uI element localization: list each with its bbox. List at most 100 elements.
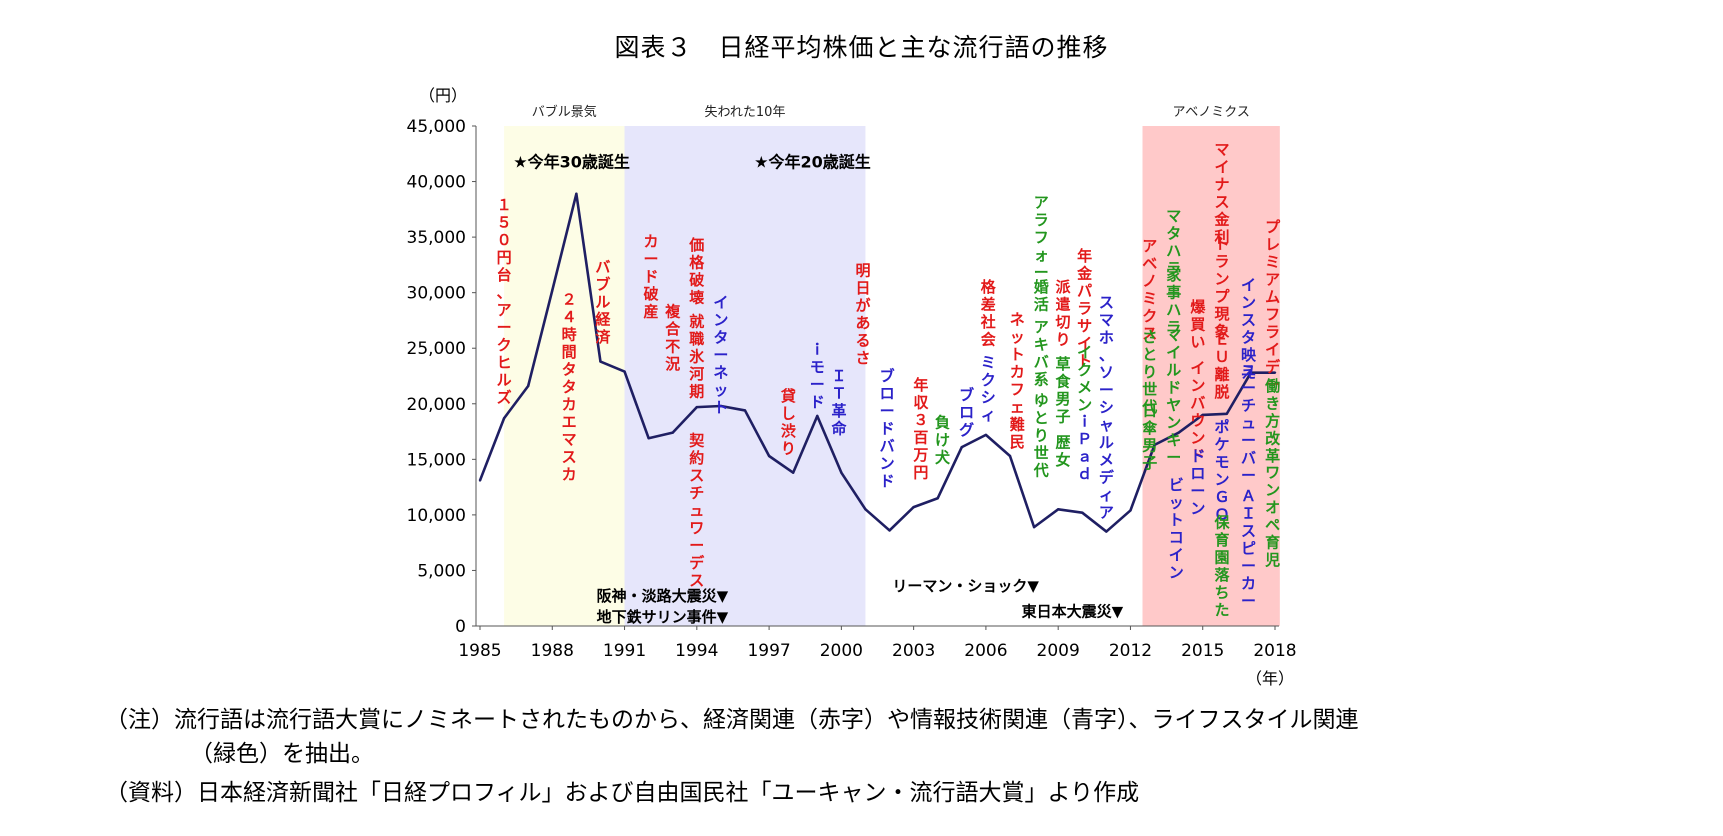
- buzzword-label: アベノミクス: [1142, 237, 1157, 343]
- buzzword-label: 働き方改革: [1264, 377, 1281, 465]
- y-tick-label: 40,000: [407, 173, 466, 193]
- data-point: [719, 404, 723, 408]
- x-tick-label: 1994: [675, 641, 718, 661]
- data-point: [526, 384, 530, 388]
- data-point: [647, 437, 650, 440]
- x-tick-label: 2012: [1109, 641, 1152, 661]
- buzzword-label: 年収３百万円: [912, 376, 929, 482]
- x-tick-label: 1988: [531, 641, 574, 661]
- star-label: ★今年20歳誕生: [754, 153, 871, 172]
- x-tick-label: 2015: [1181, 641, 1224, 661]
- buzzword-label: 年金パラサイト: [1076, 247, 1093, 370]
- buzzword-label: アキバ系: [1034, 318, 1049, 389]
- note-line-2: （緑色）を抽出。: [190, 741, 374, 767]
- x-tick-label: 2009: [1037, 641, 1080, 661]
- data-point: [623, 370, 626, 373]
- buzzword-label: 派遣切り: [1055, 278, 1071, 349]
- buzzword-label: 負け犬: [935, 414, 951, 467]
- y-tick-label: 10,000: [407, 506, 466, 526]
- buzzword-label: 婚活: [1034, 278, 1049, 314]
- buzzword-label: イクメン: [1077, 344, 1092, 415]
- y-tick-label: 25,000: [407, 339, 466, 359]
- note-line-1: （注）流行語は流行語大賞にノミネートされたものから、経済関連（赤字）や情報技術関…: [105, 707, 1359, 733]
- data-point: [816, 414, 819, 418]
- event-label: リーマン・ショック▼: [892, 577, 1039, 595]
- data-point: [767, 454, 771, 458]
- buzzword-label: スマホ、ソーシャルメディア: [1099, 294, 1115, 522]
- data-point: [1056, 508, 1060, 511]
- buzzword-label: 複合不況: [664, 303, 681, 374]
- y-unit-label: （円）: [419, 86, 467, 105]
- event-label: 東日本大震災▼: [1022, 602, 1124, 620]
- buzzword-label: ワンオペ育児: [1264, 464, 1280, 569]
- buzzword-label: インスタ映え: [1241, 276, 1257, 382]
- buzzword-label: ゆとり世代: [1033, 391, 1049, 479]
- data-point: [695, 405, 699, 409]
- y-tick-label: 5,000: [417, 561, 466, 581]
- buzzword-label: ドローン: [1190, 447, 1205, 518]
- data-point: [1105, 530, 1108, 533]
- data-point: [743, 409, 747, 412]
- buzzword-label: 明日があるさ: [856, 261, 872, 367]
- buzzword-label: アラフォー: [1034, 194, 1049, 282]
- band-2: [624, 126, 866, 626]
- buzzword-label: 貸し渋り: [781, 387, 796, 458]
- y-tick-label: 45,000: [407, 117, 466, 137]
- buzzword-label: ＥＵ離脱: [1214, 330, 1229, 401]
- band-1: [504, 126, 625, 626]
- buzzword-label: ミクシィ: [981, 354, 996, 425]
- buzzword-label: ＡＩスピーカー: [1241, 487, 1256, 610]
- data-point: [1273, 371, 1277, 374]
- data-point: [912, 505, 915, 509]
- data-point: [1129, 509, 1132, 512]
- band-label: アベノミクス: [1172, 105, 1249, 120]
- band-label: バブル景気: [532, 104, 597, 120]
- x-tick-label: 2003: [892, 641, 935, 661]
- buzzword-label: プレミアムフライデー: [1265, 218, 1281, 394]
- x-tick-label: 2018: [1253, 641, 1296, 661]
- x-tick-label: 1991: [603, 641, 646, 661]
- y-tick-label: 20,000: [407, 395, 466, 415]
- x-tick-label: 1997: [747, 641, 790, 661]
- data-point: [1081, 511, 1084, 514]
- event-label: 地下鉄サリン事件▼: [597, 608, 729, 626]
- note-text: （注）流行語は流行語大賞にノミネートされたものから、経済関連（赤字）や情報技術関…: [105, 700, 1359, 768]
- chart-title: 図表３ 日経平均株価と主な流行語の推移: [614, 33, 1109, 62]
- buzzword-label: ブロードバンド: [880, 367, 895, 490]
- data-point: [599, 360, 602, 363]
- data-point: [864, 508, 867, 511]
- data-point: [1225, 412, 1229, 415]
- buzzword-label: 契約スチュワーデス: [688, 431, 705, 589]
- event-label: 阪神・淡路大震災▼: [597, 587, 729, 605]
- buzzword-label: ユーチューバー: [1241, 361, 1256, 484]
- data-point: [936, 497, 939, 500]
- buzzword-label: 価格破壊: [688, 236, 705, 307]
- data-point: [1177, 431, 1180, 434]
- data-point: [1153, 443, 1156, 447]
- buzzword-label: ｉＰａｄ: [1077, 413, 1092, 484]
- buzzword-label: ｉモード: [810, 340, 825, 411]
- data-point: [1249, 371, 1253, 374]
- y-tick-label: 15,000: [407, 450, 466, 470]
- source-text: （資料）日本経済新聞社「日経プロフィル」および自由国民社「ユーキャン・流行語大賞…: [105, 780, 1140, 806]
- data-point: [551, 289, 554, 292]
- data-point: [1201, 413, 1204, 417]
- data-point: [960, 445, 964, 449]
- data-point: [1032, 525, 1036, 529]
- x-unit-label: （年）: [1246, 669, 1294, 688]
- buzzword-label: バブル経済: [595, 258, 611, 346]
- buzzword-label: マイルドヤンキー: [1166, 326, 1181, 467]
- band-3: [1142, 126, 1280, 626]
- data-point: [888, 529, 891, 532]
- nikkei-line: [478, 192, 1275, 533]
- data-point: [1008, 454, 1012, 458]
- buzzword-label: ポケモンＧＯ: [1214, 418, 1229, 523]
- buzzword-label: ＩＴ革命: [830, 367, 847, 438]
- buzzword-label: インバウンド: [1190, 359, 1205, 465]
- buzzword-label: ブログ: [959, 386, 974, 439]
- buzzword-label: 格差社会: [980, 278, 997, 349]
- y-tick-label: 30,000: [407, 284, 466, 304]
- buzzword-label: さとり世代: [1141, 328, 1157, 416]
- data-point: [840, 471, 843, 474]
